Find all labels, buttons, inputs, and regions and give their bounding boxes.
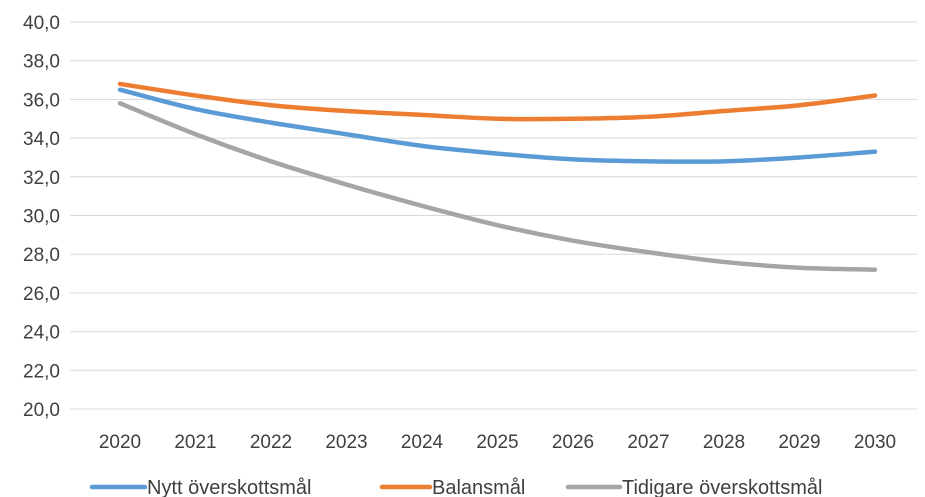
y-tick-label: 32,0 (23, 168, 60, 189)
y-tick-label: 40,0 (23, 13, 60, 34)
x-tick-label: 2020 (99, 432, 141, 453)
series-line-0 (117, 87, 878, 164)
y-tick-label: 36,0 (23, 90, 60, 111)
y-tick-label: 28,0 (23, 245, 60, 266)
y-tick-label: 30,0 (23, 207, 60, 228)
series-line-2 (117, 101, 878, 272)
grid-lines (70, 21, 917, 410)
x-tick-label: 2021 (174, 432, 216, 453)
x-tick-label: 2030 (854, 432, 896, 453)
legend: Nytt överskottsmål Balansmål Tidigare över… (89, 477, 822, 497)
x-tick-label: 2028 (703, 432, 745, 453)
y-tick-label: 22,0 (23, 361, 60, 382)
x-tick-label: 2023 (325, 432, 367, 453)
series-lines (117, 81, 878, 272)
x-tick-label: 2026 (552, 432, 594, 453)
legend-label: Tidigare överskottsmål (622, 477, 822, 497)
x-tick-label: 2025 (476, 432, 518, 453)
x-tick-label: 2029 (778, 432, 820, 453)
y-tick-label: 20,0 (23, 400, 60, 421)
y-tick-label: 38,0 (23, 52, 60, 73)
y-axis-tick-labels: 40,0 38,0 36,0 34,0 32,0 30,0 28,0 26,0 24,0 22,0… (23, 13, 60, 421)
y-tick-label: 26,0 (23, 284, 60, 305)
y-tick-label: 34,0 (23, 129, 60, 150)
x-axis-tick-labels: 2020 2021 2022 2023 2024 2025 2026 2027 2028 2029… (99, 432, 896, 453)
legend-label: Nytt överskottsmål (147, 477, 311, 497)
series-line-1 (117, 81, 878, 122)
legend-label: Balansmål (432, 477, 525, 497)
y-tick-label: 24,0 (23, 323, 60, 344)
x-tick-label: 2027 (627, 432, 669, 453)
x-tick-label: 2024 (401, 432, 444, 453)
x-tick-label: 2022 (250, 432, 292, 453)
